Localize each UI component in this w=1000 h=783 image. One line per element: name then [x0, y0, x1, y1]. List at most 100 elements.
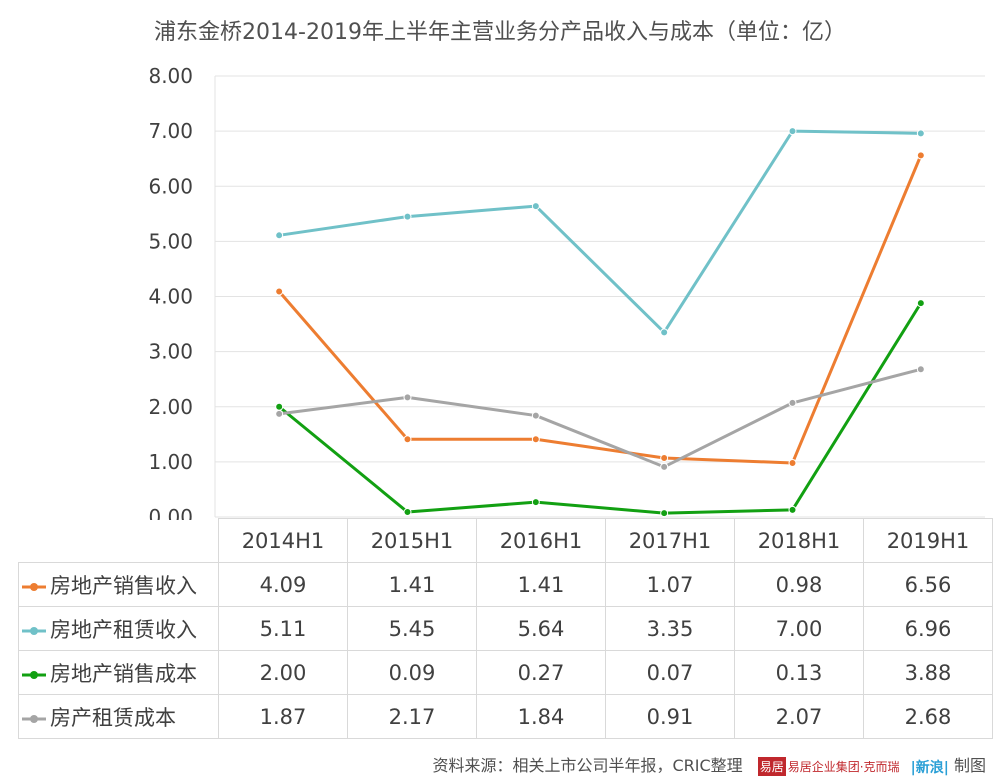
data-table: 2014H1 2015H1 2016H1 2017H1 2018H1 2019H1 房地产销… [18, 518, 993, 739]
data-point [660, 462, 669, 471]
data-point [403, 508, 412, 517]
legend-key-icon [22, 714, 46, 723]
data-label: 1.87 [218, 694, 348, 739]
table-header-row: 2014H1 2015H1 2016H1 2017H1 2018H1 2019H1 [18, 518, 993, 563]
series-line-3 [278, 367, 922, 469]
table-row: 房产租赁成本 1.87 2.17 1.84 0.91 2.07 2.68 [18, 694, 993, 739]
y-axis-ticks: 0.00 1.00 2.00 3.00 4.00 5.00 6.00 7.00 8.00 [148, 64, 193, 520]
legend-label: 房产租赁成本 [50, 705, 176, 730]
y-tick-label: 7.00 [148, 119, 193, 143]
table-row: 房地产租赁收入 5.11 5.45 5.64 3.35 7.00 6.96 [18, 606, 993, 651]
legend-key-marker [30, 670, 38, 679]
y-tick-label: 5.00 [148, 229, 193, 253]
data-point [788, 398, 797, 407]
data-label: 0.91 [605, 694, 735, 739]
data-point [531, 411, 540, 420]
series-line-0 [278, 154, 923, 465]
data-label: 5.11 [218, 606, 348, 651]
data-label: 0.07 [605, 650, 735, 695]
data-point [403, 393, 412, 402]
data-label: 3.35 [605, 606, 735, 651]
data-label: 2.17 [347, 694, 477, 739]
legend-key-marker [30, 626, 38, 635]
data-point [531, 498, 540, 507]
y-tick-label: 1.00 [148, 450, 193, 474]
data-label: 1.84 [476, 694, 606, 739]
data-point [660, 454, 669, 463]
legend-key-icon [22, 626, 46, 635]
data-point [788, 458, 797, 467]
data-label: 2.68 [863, 694, 993, 739]
table-row: 房地产销售收入 4.09 1.41 1.41 1.07 0.98 6.56 [18, 562, 993, 607]
y-tick-label: 4.00 [148, 285, 193, 309]
data-point [275, 402, 284, 411]
data-label: 7.00 [734, 606, 864, 651]
source-note: 资料来源：相关上市公司半年报，CRIC整理 [432, 756, 743, 775]
data-label: 0.13 [734, 650, 864, 695]
series-line-1 [278, 129, 921, 334]
table-row: 房地产销售成本 2.00 0.09 0.27 0.07 0.13 3.88 [18, 650, 993, 695]
footer: 资料来源：相关上市公司半年报，CRIC整理 易居 易居企业集团·克而瑞 |新浪| … [432, 752, 986, 777]
data-label: 4.09 [218, 562, 348, 607]
data-label: 5.45 [347, 606, 477, 651]
x-tick-label: 2017H1 [605, 518, 735, 563]
data-point [788, 127, 797, 136]
data-point [660, 509, 669, 518]
sina-logo: |新浪| [910, 759, 949, 776]
data-point [275, 409, 284, 418]
legend-label: 房地产销售收入 [50, 573, 197, 598]
legend-entry: 房地产租赁收入 [18, 606, 219, 651]
cric-logo-text: 易居企业集团·克而瑞 [787, 760, 900, 774]
data-point [788, 505, 797, 514]
legend-label: 房地产销售成本 [50, 661, 197, 686]
data-label: 6.56 [863, 562, 993, 607]
data-label: 3.88 [863, 650, 993, 695]
legend-entry: 房产租赁成本 [18, 694, 219, 739]
x-tick-label: 2014H1 [218, 518, 348, 563]
data-label: 1.07 [605, 562, 735, 607]
data-point [531, 202, 540, 211]
y-tick-label: 8.00 [148, 64, 193, 88]
legend-key-marker [30, 582, 38, 591]
x-tick-label: 2016H1 [476, 518, 606, 563]
table-corner [18, 518, 219, 563]
series-line-2 [278, 302, 923, 515]
data-label: 2.07 [734, 694, 864, 739]
y-tick-label: 6.00 [148, 174, 193, 198]
data-point [275, 231, 284, 240]
legend-key-icon [22, 670, 46, 679]
y-tick-label: 2.00 [148, 395, 193, 419]
x-tick-label: 2018H1 [734, 518, 864, 563]
data-label: 1.41 [476, 562, 606, 607]
legend-entry: 房地产销售收入 [18, 562, 219, 607]
chart-title: 浦东金桥2014-2019年上半年主营业务分产品收入与成本（单位：亿） [154, 20, 846, 45]
line-chart: 0.00 1.00 2.00 3.00 4.00 5.00 6.00 7.00 8.00 [148, 64, 985, 520]
cric-seal-logo: 易居 [757, 757, 786, 776]
data-label: 1.41 [347, 562, 477, 607]
data-label: 5.64 [476, 606, 606, 651]
data-point [916, 129, 925, 138]
data-label: 0.09 [347, 650, 477, 695]
data-point [660, 328, 669, 337]
legend-key-marker [30, 714, 38, 723]
legend-entry: 房地产销售成本 [18, 650, 219, 695]
x-tick-label: 2015H1 [347, 518, 477, 563]
grid [214, 75, 985, 518]
x-tick-label: 2019H1 [863, 518, 993, 563]
y-tick-label: 3.00 [148, 340, 193, 364]
data-point [916, 365, 925, 374]
data-point [916, 299, 925, 308]
data-point [403, 435, 412, 444]
y-tick-label: 0.00 [148, 505, 193, 520]
data-label: 6.96 [863, 606, 993, 651]
data-label: 0.27 [476, 650, 606, 695]
data-point [403, 212, 412, 221]
data-point [275, 287, 284, 296]
data-point [916, 151, 925, 160]
data-label: 0.98 [734, 562, 864, 607]
legend-key-icon [22, 582, 46, 591]
data-point [531, 435, 540, 444]
legend-label: 房地产租赁收入 [50, 617, 197, 642]
data-label: 2.00 [218, 650, 348, 695]
series-lines [275, 127, 925, 518]
